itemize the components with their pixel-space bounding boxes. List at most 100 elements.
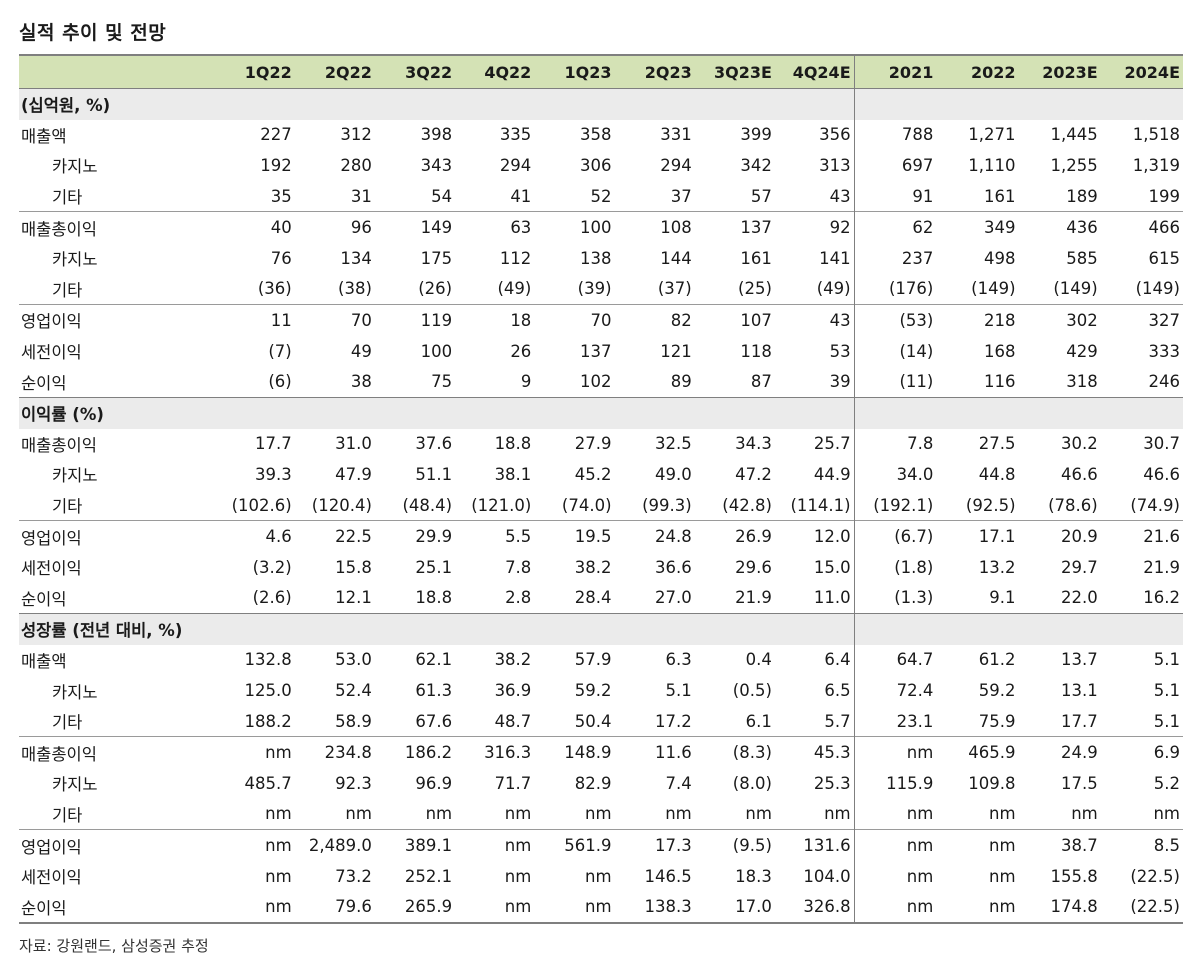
table-row: 카지노 125.0 52.4 61.3 36.9 59.2 5.1 (0.5) 6.5 72.4 5… — [19, 675, 1183, 706]
row-label: 매출총이익 — [19, 736, 215, 769]
table-cell: 327 — [1100, 304, 1183, 336]
table-cell: 75 — [431, 372, 453, 392]
table-cell: 46.6 — [1143, 464, 1180, 484]
table-cell: 18 — [455, 304, 535, 336]
table-cell: nm — [989, 804, 1016, 824]
table-cell: 1,255 — [1050, 155, 1098, 175]
table-cell: nm — [425, 804, 453, 824]
table-cell: 155.8 — [1050, 866, 1098, 886]
table-cell: 104.0 — [774, 860, 855, 892]
table-cell: nm — [584, 866, 612, 886]
table-cell: 52.4 — [335, 681, 372, 701]
table-cell: 18.3 — [735, 866, 772, 886]
table-cell: 34.3 — [735, 434, 772, 454]
row-label: 순이익 — [21, 589, 67, 609]
table-cell: 31 — [350, 186, 372, 206]
table-cell: 294 — [499, 155, 532, 175]
table-cell: 96.9 — [415, 773, 453, 793]
table-cell: 11 — [214, 304, 295, 336]
section-empty-cell — [1018, 613, 1101, 645]
table-cell: (78.6) — [1048, 495, 1098, 515]
section-empty-cell — [694, 613, 775, 645]
table-cell: 26 — [510, 341, 532, 361]
table-cell: 53 — [774, 335, 855, 367]
table-cell: 265.9 — [374, 891, 456, 925]
table-cell: 37.6 — [415, 434, 453, 454]
table-cell: 11.6 — [614, 736, 695, 769]
table-row: 매출총이익 40 96 149 63 100 108 137 92 62 349 436 466 — [19, 211, 1183, 243]
table-cell: (22.5) — [1100, 891, 1183, 925]
table-cell: (6) — [268, 372, 292, 392]
table-cell: 58.9 — [335, 711, 372, 731]
table-cell: (149) — [1135, 279, 1180, 299]
table-cell: 13.1 — [1060, 681, 1098, 701]
table-cell: 237 — [901, 248, 934, 268]
table-cell: nm — [936, 891, 1019, 925]
section-empty-cell — [294, 396, 375, 429]
table-cell: 5.7 — [774, 705, 855, 737]
table-cell: 280 — [340, 155, 372, 175]
column-header: 1Q23 — [534, 54, 615, 89]
table-cell: nm — [854, 736, 937, 769]
table-body: (십억원, %) 매출액 227 312 398 335 358 331 399 356 788 1,… — [19, 88, 1183, 925]
table-row: 세전이익 nm 73.2 252.1 nm nm 146.5 18.3 104.0 nm nm 155… — [19, 860, 1183, 892]
table-cell: 12.1 — [335, 588, 372, 608]
table-cell: 168 — [984, 341, 1016, 361]
table-cell: 100 — [534, 211, 615, 243]
table-cell: (37) — [657, 279, 692, 299]
table-row: 매출액 227 312 398 335 358 331 399 356 788 1,271 1,445… — [19, 119, 1183, 151]
table-cell: nm — [455, 829, 535, 861]
table-cell: 331 — [660, 125, 692, 145]
table-row: 카지노 192 280 343 294 306 294 342 313 697 1,110 1,255… — [19, 150, 1183, 181]
table-cell: 25.7 — [774, 428, 855, 460]
table-cell: 87 — [750, 372, 772, 392]
table-cell: 38.7 — [1018, 829, 1101, 861]
table-cell: 115.9 — [886, 773, 934, 793]
table-cell: 28.4 — [574, 588, 612, 608]
table-cell: 30.7 — [1143, 434, 1180, 454]
table-cell: (9.5) — [694, 829, 775, 861]
table-cell: 697 — [901, 155, 934, 175]
table-cell: 79.6 — [294, 891, 375, 925]
table-cell: 19.5 — [534, 520, 615, 552]
column-header: 2021 — [854, 54, 937, 89]
section-empty-cell — [1018, 396, 1101, 429]
table-cell: (74.9) — [1130, 495, 1180, 515]
section-empty-cell — [614, 88, 695, 120]
table-cell: 50.4 — [574, 711, 612, 731]
table-row: 세전이익 (3.2) 15.8 25.1 7.8 38.2 36.6 29.6 15.0 (1.8… — [19, 551, 1183, 583]
table-cell: 118 — [740, 341, 772, 361]
table-cell: 38.1 — [494, 464, 532, 484]
table-cell: nm — [774, 798, 855, 830]
table-cell: 138.3 — [614, 891, 695, 925]
table-cell: 109.8 — [968, 773, 1016, 793]
table-cell: 5.1 — [1153, 711, 1180, 731]
table-cell: (1.8) — [894, 557, 934, 577]
table-cell: 2.8 — [505, 588, 532, 608]
table-cell: 7.4 — [665, 773, 692, 793]
row-label: 기타 — [52, 713, 83, 733]
table-cell: 358 — [580, 125, 612, 145]
table-cell: 92.3 — [335, 773, 372, 793]
row-label: 매출액 — [21, 126, 67, 146]
table-cell: 39 — [774, 366, 855, 398]
section-empty-cell — [854, 613, 937, 645]
table-cell: 9 — [520, 372, 532, 392]
table-cell: 21.9 — [735, 588, 772, 608]
row-label: 기타 — [52, 805, 83, 825]
table-cell: 294 — [660, 155, 692, 175]
table-cell: (14) — [899, 341, 934, 361]
row-label: 순이익 — [19, 891, 215, 925]
section-empty-cell — [694, 88, 775, 120]
table-cell: (25) — [738, 279, 772, 299]
table-cell: 102 — [580, 372, 612, 392]
table-cell: 1,271 — [968, 125, 1016, 145]
table-cell: 63 — [455, 211, 535, 243]
table-cell: 18.8 — [415, 588, 453, 608]
table-cell: 82.9 — [574, 773, 612, 793]
table-cell: 5.1 — [1153, 681, 1180, 701]
table-cell: nm — [214, 829, 295, 861]
table-cell: nm — [854, 891, 937, 925]
table-cell: 72.4 — [896, 681, 934, 701]
column-header: 1Q22 — [214, 54, 295, 89]
